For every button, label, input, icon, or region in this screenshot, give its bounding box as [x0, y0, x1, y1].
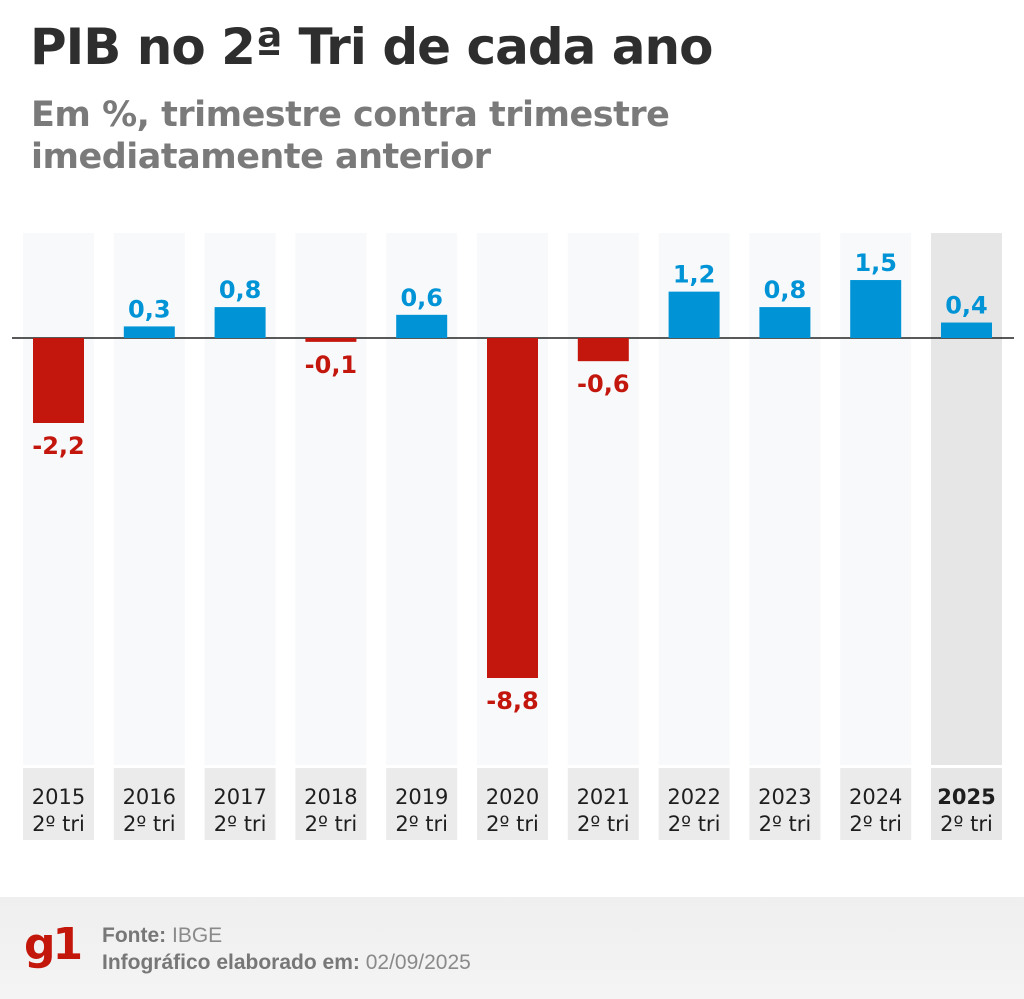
data-label-2017: 0,8: [219, 276, 262, 304]
chart-title: PIB no 2ª Tri de cada ano: [30, 18, 713, 76]
x-tick-year-2022: 2022: [667, 785, 720, 809]
chart-subtitle: Em %, trimestre contra trimestre imediat…: [31, 95, 670, 177]
category-label-box: [386, 768, 458, 840]
data-label-2024: 1,5: [854, 249, 897, 277]
x-tick-year-2025: 2025: [937, 785, 995, 809]
bar-2015: [33, 338, 84, 423]
bar-2025: [941, 322, 992, 338]
data-label-2020: -8,8: [486, 687, 538, 715]
data-label-2021: -0,6: [577, 370, 629, 398]
bar-2024: [850, 280, 902, 338]
column-background: [113, 233, 185, 765]
x-tick-year-2018: 2018: [304, 785, 357, 809]
column-background: [931, 233, 1002, 765]
bar-2021: [577, 338, 629, 362]
x-tick-year-2016: 2016: [123, 785, 176, 809]
source-line: Fonte: IBGE: [102, 924, 222, 948]
data-label-2018: -0,1: [305, 351, 357, 379]
column-background: [23, 233, 94, 765]
category-label-box: [749, 768, 821, 840]
category-label-box: [477, 768, 548, 840]
x-tick-quarter-2024: 2º tri: [849, 812, 902, 836]
data-label-2019: 0,6: [400, 284, 443, 312]
data-label-2022: 1,2: [673, 261, 716, 289]
footer: g1 Fonte: IBGE Infográfico elaborado em:…: [0, 897, 1024, 999]
x-tick-year-2015: 2015: [32, 785, 85, 809]
category-label-box: [840, 768, 912, 840]
x-tick-year-2021: 2021: [577, 785, 630, 809]
data-label-2015: -2,2: [32, 432, 84, 460]
bar-2018: [305, 338, 357, 342]
x-tick-quarter-2021: 2º tri: [577, 812, 630, 836]
x-tick-year-2023: 2023: [758, 785, 811, 809]
x-tick-quarter-2019: 2º tri: [395, 812, 448, 836]
x-tick-quarter-2016: 2º tri: [123, 812, 176, 836]
category-label-box: [295, 768, 367, 840]
data-label-2016: 0,3: [128, 295, 171, 323]
category-label-box: [931, 768, 1002, 840]
category-label-box: [23, 768, 94, 840]
category-label-box: [204, 768, 276, 840]
bar-2017: [214, 307, 266, 338]
data-label-2025: 0,4: [945, 292, 988, 320]
x-tick-quarter-2025: 2º tri: [940, 812, 993, 836]
date-label: Infográfico elaborado em:: [102, 951, 360, 974]
column-background: [567, 233, 639, 765]
x-tick-quarter-2020: 2º tri: [486, 812, 539, 836]
bar-2016: [123, 326, 175, 338]
data-label-2023: 0,8: [764, 276, 807, 304]
source-label: Fonte:: [102, 924, 167, 947]
x-tick-quarter-2022: 2º tri: [668, 812, 721, 836]
x-tick-quarter-2015: 2º tri: [32, 812, 85, 836]
x-tick-quarter-2018: 2º tri: [305, 812, 358, 836]
source-value: IBGE: [172, 924, 223, 947]
date-line: Infográfico elaborado em: 02/09/2025: [102, 951, 471, 975]
category-label-box: [567, 768, 639, 840]
category-label-box: [113, 768, 185, 840]
x-tick-year-2020: 2020: [486, 785, 539, 809]
bar-2022: [668, 291, 720, 338]
x-tick-year-2017: 2017: [213, 785, 266, 809]
column-background: [386, 233, 458, 765]
bar-2023: [759, 307, 811, 338]
bar-2020: [487, 338, 538, 678]
category-label-box: [658, 768, 730, 840]
x-tick-year-2019: 2019: [395, 785, 448, 809]
g1-logo: g1: [24, 919, 83, 970]
date-value: 02/09/2025: [365, 951, 471, 974]
bar-2019: [396, 314, 448, 338]
column-background: [295, 233, 367, 765]
x-tick-year-2024: 2024: [849, 785, 902, 809]
x-tick-quarter-2023: 2º tri: [759, 812, 812, 836]
bar-chart: -2,2 2015 2º tri 0,3 2016 2º tri 0,8 2017 2º tri…: [12, 233, 1014, 840]
x-tick-quarter-2017: 2º tri: [214, 812, 267, 836]
